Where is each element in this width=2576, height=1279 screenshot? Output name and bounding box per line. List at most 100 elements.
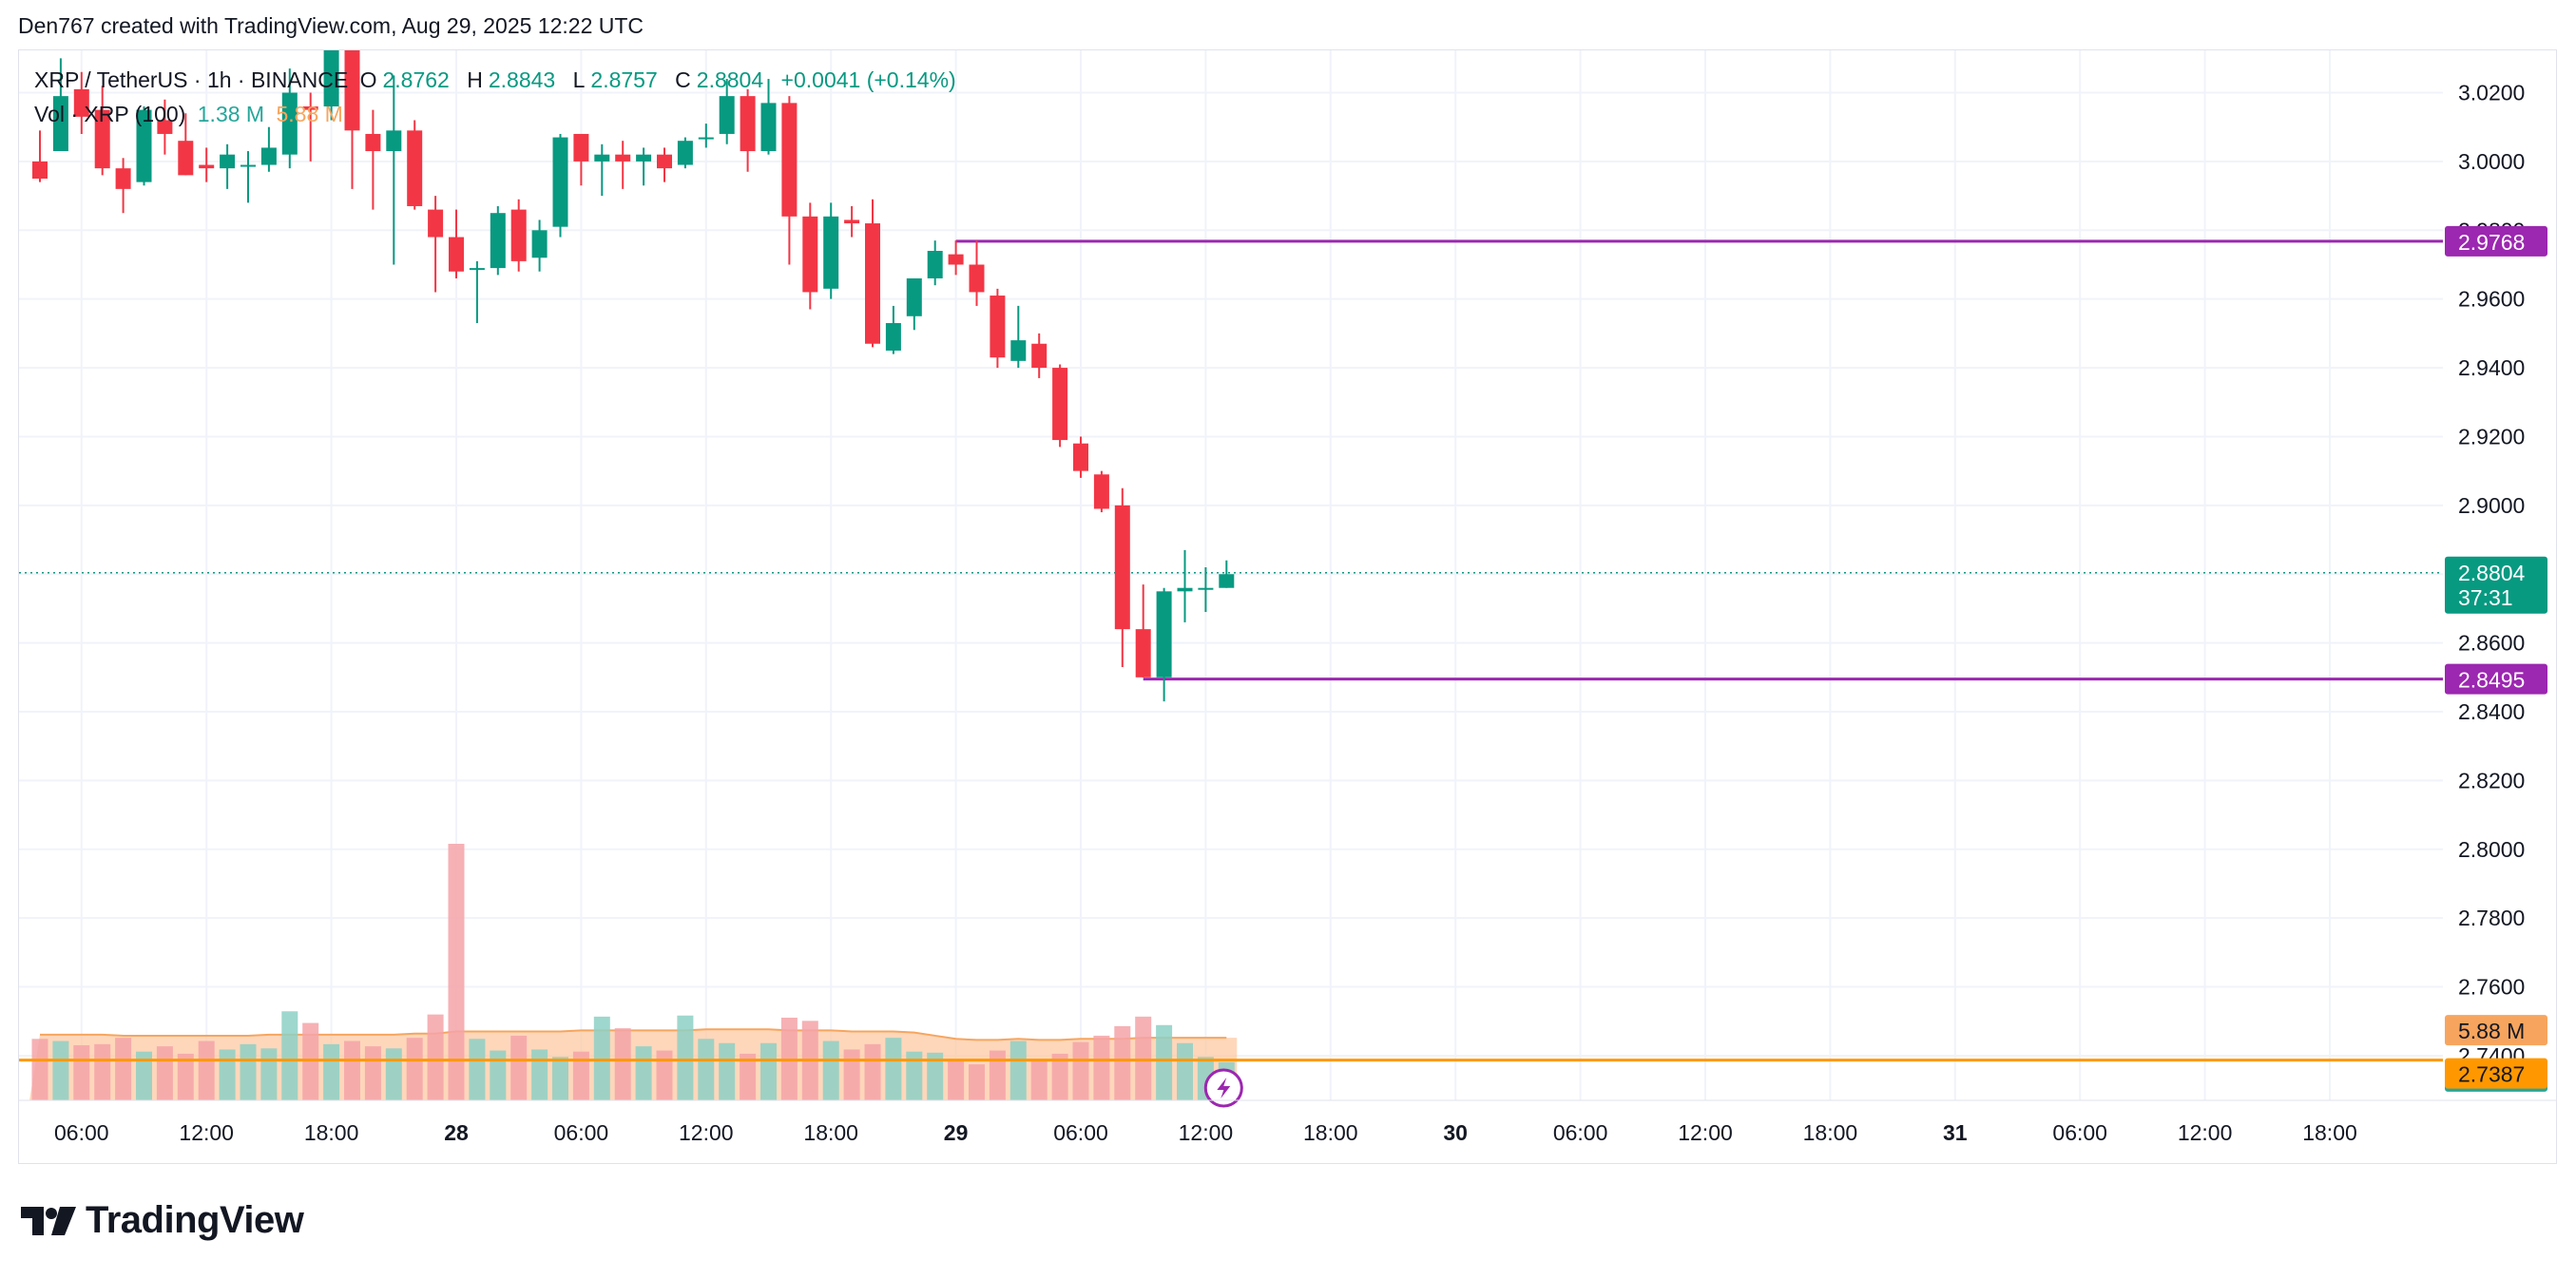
candle-body	[1177, 587, 1193, 592]
chart-frame[interactable]: 3.02003.00002.98002.96002.94002.92002.90…	[18, 49, 2557, 1164]
candle-body	[760, 103, 777, 152]
y-tick-label: 2.8400	[2458, 699, 2525, 724]
y-tick-label: 2.9400	[2458, 355, 2525, 380]
volume-bar	[364, 1046, 381, 1100]
candle-body	[386, 130, 402, 152]
candle-body	[594, 154, 610, 162]
legend-change: +0.0041 (+0.14%)	[780, 67, 956, 92]
x-tick-label: 18:00	[1803, 1120, 1858, 1145]
volume-bar	[927, 1052, 944, 1100]
x-tick-label: 18:00	[2302, 1120, 2357, 1145]
y-tick-label: 3.0000	[2458, 149, 2525, 174]
candle-body	[52, 96, 68, 152]
volume-bar	[656, 1050, 673, 1100]
candle-body	[1219, 574, 1235, 588]
x-tick-label: 06:00	[54, 1120, 109, 1145]
volume-bar	[719, 1042, 736, 1100]
volume-bar	[635, 1046, 652, 1100]
legend-volume-value: 1.38 M	[197, 102, 265, 126]
y-tick-label: 2.8000	[2458, 837, 2525, 862]
volume-bar	[219, 1049, 236, 1100]
x-tick-label: 12:00	[2178, 1120, 2233, 1145]
volume-bar	[136, 1051, 152, 1100]
candle-body	[281, 92, 298, 155]
candle-body	[906, 277, 922, 316]
volume-bar	[822, 1040, 839, 1100]
volume-bar	[760, 1042, 777, 1100]
candle-body	[865, 223, 880, 344]
price-chart[interactable]: 3.02003.00002.98002.96002.94002.92002.90…	[19, 50, 2557, 1164]
x-tick-label: 12:00	[679, 1120, 734, 1145]
candle-body	[260, 147, 277, 165]
candle-body	[428, 209, 444, 238]
x-tick-label: 31	[1943, 1120, 1968, 1145]
legend-symbol[interactable]: XRP / TetherUS · 1h · BINANCE	[34, 67, 349, 92]
candle-body	[531, 230, 548, 258]
volume-bar	[593, 1016, 610, 1100]
volume-bar	[115, 1038, 132, 1100]
volume-bar	[698, 1039, 715, 1100]
candle-body	[1156, 591, 1172, 678]
candle-body	[719, 96, 735, 134]
volume-ma-line	[40, 1028, 1227, 1041]
candle-body	[323, 50, 339, 106]
legend-high: 2.8843	[488, 67, 556, 92]
x-tick-label: 06:00	[554, 1120, 609, 1145]
candle-body	[740, 96, 756, 152]
volume-bar	[427, 1014, 444, 1100]
legend-row-volume: Vol · XRP (100) 1.38 M 5.88 M	[34, 102, 349, 127]
volume-bar	[1030, 1059, 1048, 1100]
volume-bar	[885, 1038, 902, 1100]
candle-body	[885, 323, 901, 351]
volume-bar	[323, 1043, 340, 1100]
support-tag	[2445, 663, 2547, 695]
tradingview-logo[interactable]: TradingView	[21, 1199, 304, 1242]
candle-body	[1114, 505, 1130, 630]
candle-body	[157, 120, 173, 134]
x-tick-label: 29	[944, 1120, 969, 1145]
last-price-tag-text: 37:31	[2458, 585, 2513, 610]
y-tick-label: 2.9600	[2458, 287, 2525, 312]
volume-level-tag-text: 2.7387	[2458, 1062, 2525, 1087]
volume-bar	[906, 1051, 923, 1100]
tradingview-logo-icon	[21, 1206, 76, 1235]
volume-bar	[448, 844, 465, 1100]
volume-bar	[1009, 1040, 1027, 1100]
candle-body	[823, 216, 839, 289]
candle-body	[1093, 474, 1109, 509]
volume-bar	[1156, 1024, 1173, 1100]
legend-volume-label[interactable]: Vol · XRP (100)	[34, 102, 186, 126]
candle-body	[698, 137, 714, 140]
volume-bar	[1051, 1053, 1068, 1100]
volume-bar	[52, 1040, 69, 1100]
volume-bar	[31, 1039, 48, 1100]
volume-bar	[989, 1050, 1006, 1100]
x-tick-label: 12:00	[1678, 1120, 1733, 1145]
y-tick-label: 2.9200	[2458, 424, 2525, 449]
legend-close: 2.8804	[696, 67, 764, 92]
volume-bar	[1093, 1035, 1110, 1100]
lightning-icon	[1217, 1078, 1231, 1098]
candle-body	[844, 220, 860, 224]
x-tick-label: 18:00	[304, 1120, 359, 1145]
candle-body	[490, 213, 506, 269]
candle-body	[990, 296, 1006, 358]
x-tick-label: 28	[444, 1120, 469, 1145]
candle-body	[552, 137, 568, 227]
y-tick-label: 2.7800	[2458, 906, 2525, 930]
candle-body	[365, 133, 381, 152]
volume-bar	[552, 1057, 568, 1100]
candle-body	[1073, 443, 1088, 471]
candle-body	[178, 141, 194, 176]
legend-close-label: C	[675, 67, 691, 92]
candle-body	[510, 209, 527, 261]
volume-bar	[1072, 1041, 1089, 1100]
volume-bar	[969, 1064, 985, 1100]
candle-body	[94, 109, 110, 169]
volume-bar	[385, 1048, 402, 1100]
y-tick-label: 3.0200	[2458, 81, 2525, 105]
x-tick-label: 06:00	[1053, 1120, 1108, 1145]
volume-bar	[281, 1011, 298, 1100]
y-tick-label: 2.8200	[2458, 768, 2525, 792]
